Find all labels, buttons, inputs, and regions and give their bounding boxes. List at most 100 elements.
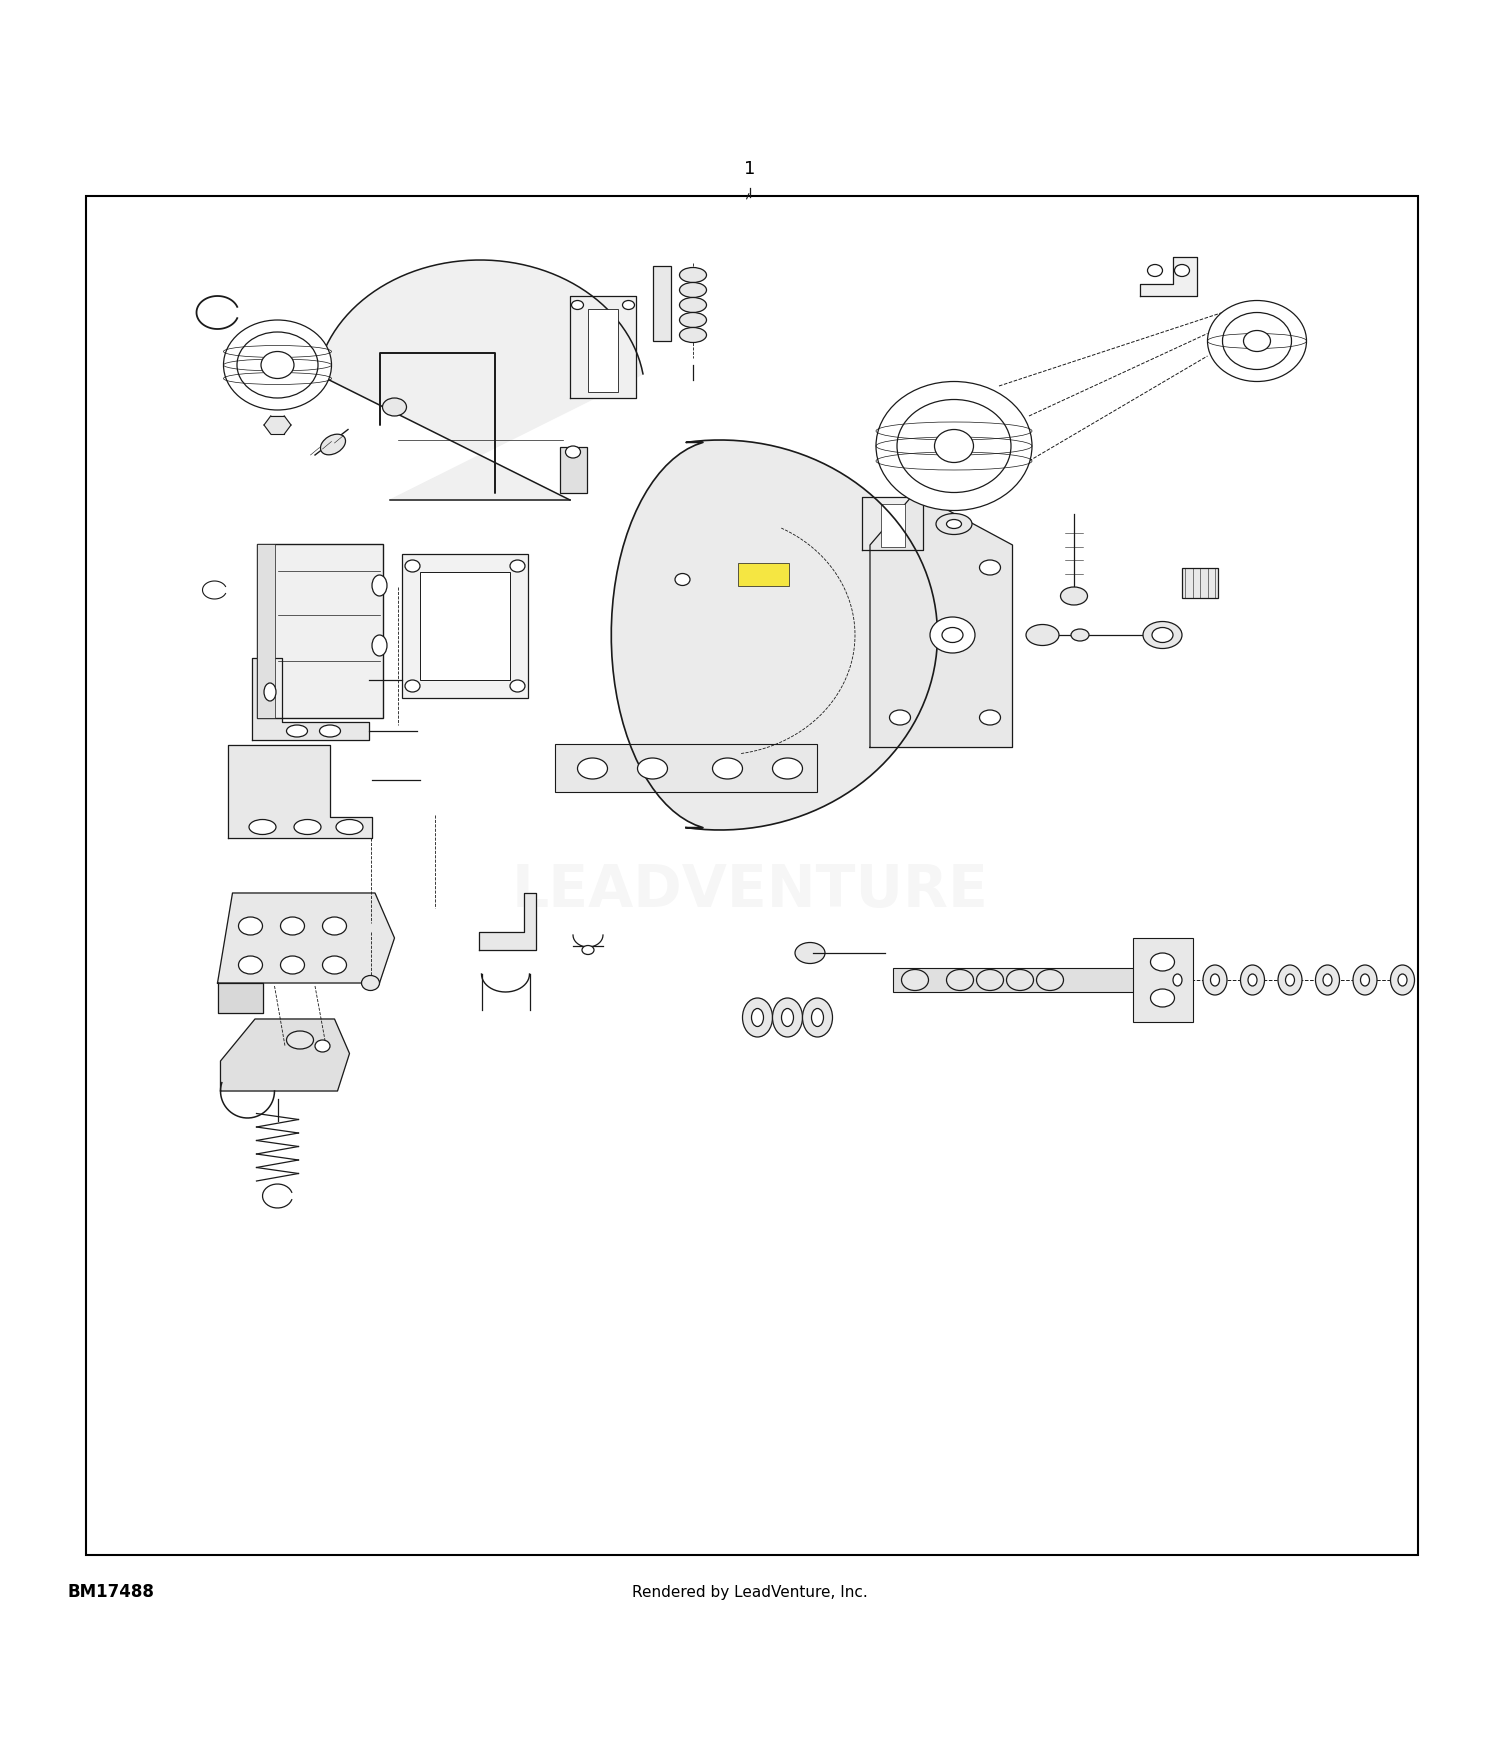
Bar [402,555,528,698]
Ellipse shape [1150,954,1174,971]
Ellipse shape [622,301,634,310]
Bar [880,504,904,546]
Bar [738,564,789,586]
Ellipse shape [280,917,304,934]
Bar [560,448,586,492]
Ellipse shape [934,429,974,462]
Ellipse shape [1286,975,1294,985]
Ellipse shape [946,520,962,528]
Ellipse shape [249,819,276,835]
Bar [588,310,618,392]
Ellipse shape [1150,989,1174,1006]
Text: BM17488: BM17488 [68,1584,154,1601]
Ellipse shape [980,560,1000,576]
Ellipse shape [772,997,802,1038]
Polygon shape [1140,257,1197,296]
Ellipse shape [782,1008,794,1027]
Ellipse shape [1203,964,1227,996]
Ellipse shape [772,758,802,779]
Ellipse shape [510,560,525,572]
Ellipse shape [578,758,608,779]
Ellipse shape [264,682,276,702]
Ellipse shape [405,681,420,691]
Ellipse shape [336,819,363,835]
Ellipse shape [902,970,928,990]
Ellipse shape [1222,313,1292,369]
Polygon shape [217,984,262,1013]
Bar [256,544,274,718]
Ellipse shape [261,352,294,378]
Ellipse shape [322,956,346,975]
Polygon shape [570,296,636,397]
Polygon shape [217,892,394,984]
Bar [652,266,670,341]
Bar [256,544,382,718]
Ellipse shape [1143,621,1182,649]
Bar [86,196,1417,1554]
Ellipse shape [712,758,742,779]
Ellipse shape [1060,586,1088,605]
Bar [892,968,1155,992]
Ellipse shape [930,618,975,653]
Ellipse shape [286,1031,314,1048]
Bar [555,744,818,793]
Ellipse shape [224,320,332,410]
Ellipse shape [1360,975,1370,985]
Ellipse shape [372,635,387,656]
Ellipse shape [1278,964,1302,996]
Ellipse shape [321,434,345,455]
Ellipse shape [572,301,584,310]
Bar [1182,567,1218,597]
Ellipse shape [280,956,304,975]
Ellipse shape [802,997,832,1038]
Ellipse shape [1210,975,1219,985]
Ellipse shape [638,758,668,779]
Ellipse shape [362,975,380,990]
Ellipse shape [680,268,706,282]
Ellipse shape [1208,301,1306,382]
Ellipse shape [510,681,525,691]
Ellipse shape [1240,964,1264,996]
Ellipse shape [286,724,308,737]
Ellipse shape [1244,331,1270,352]
Ellipse shape [942,628,963,642]
Text: Rendered by LeadVenture, Inc.: Rendered by LeadVenture, Inc. [632,1584,868,1600]
Ellipse shape [812,1008,824,1027]
Ellipse shape [238,917,262,934]
Ellipse shape [897,399,1011,492]
Ellipse shape [1353,964,1377,996]
Ellipse shape [1398,975,1407,985]
Ellipse shape [582,945,594,954]
Polygon shape [264,416,291,434]
Polygon shape [252,658,369,740]
Ellipse shape [1248,975,1257,985]
Ellipse shape [1071,628,1089,640]
Bar [1132,938,1192,1022]
Ellipse shape [680,313,706,327]
Ellipse shape [976,970,1004,990]
Ellipse shape [320,724,340,737]
Polygon shape [228,744,372,838]
Ellipse shape [980,710,1000,724]
Bar [420,572,510,681]
Ellipse shape [238,956,262,975]
Ellipse shape [1152,628,1173,642]
Polygon shape [220,1018,350,1090]
Ellipse shape [890,710,910,724]
Ellipse shape [1148,264,1162,276]
Ellipse shape [1390,964,1414,996]
Ellipse shape [1026,625,1059,646]
Ellipse shape [372,576,387,597]
Text: LEADVENTURE: LEADVENTURE [512,861,988,919]
Ellipse shape [1173,975,1182,985]
Polygon shape [862,497,922,550]
Ellipse shape [946,970,974,990]
Ellipse shape [1323,975,1332,985]
Ellipse shape [680,282,706,298]
Ellipse shape [315,1040,330,1052]
Ellipse shape [1007,970,1034,990]
Ellipse shape [294,819,321,835]
Ellipse shape [1036,970,1064,990]
Ellipse shape [1166,964,1190,996]
Ellipse shape [237,332,318,397]
